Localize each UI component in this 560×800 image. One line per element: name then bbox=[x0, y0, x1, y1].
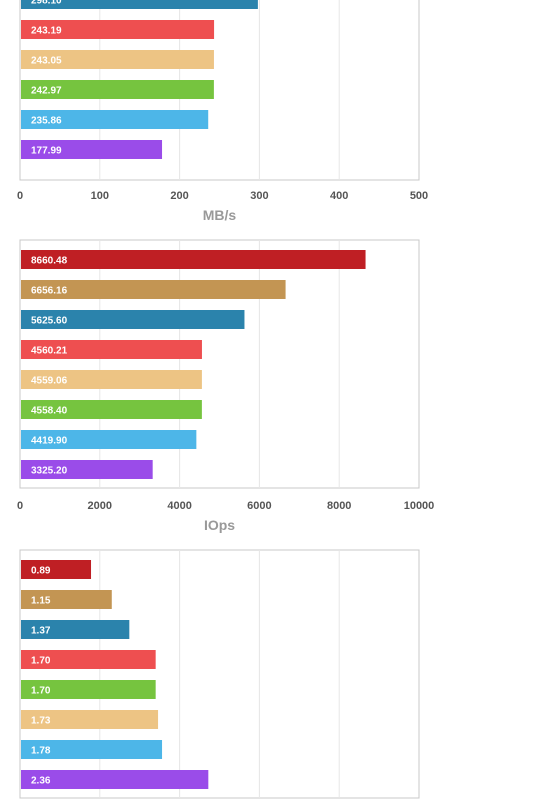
bar bbox=[21, 590, 112, 609]
bar bbox=[21, 20, 215, 39]
bar bbox=[21, 310, 245, 329]
bar-value-label: 3325.20 bbox=[31, 466, 68, 477]
bar-value-label: 177.99 bbox=[31, 146, 62, 157]
bar-value-label: 1.15 bbox=[31, 596, 51, 607]
x-tick-label: 400 bbox=[330, 190, 348, 202]
bar bbox=[21, 710, 159, 729]
bar bbox=[21, 430, 197, 449]
throughput-chart: 298.10 243.19 243.05 242.97 235.86 177.99 0 100… bbox=[17, 0, 428, 223]
bar-value-label: 1.70 bbox=[31, 686, 51, 697]
bar bbox=[21, 560, 92, 579]
bar-value-label: 243.05 bbox=[31, 56, 62, 67]
bar bbox=[21, 400, 202, 419]
bar-value-label: 0.89 bbox=[31, 566, 51, 577]
bar-value-label: 4558.40 bbox=[31, 406, 68, 417]
bar-value-label: 8660.48 bbox=[31, 256, 68, 267]
bar-value-label: 1.73 bbox=[31, 716, 51, 727]
bar-value-label: 298.10 bbox=[31, 0, 62, 7]
bar bbox=[21, 140, 163, 159]
bar bbox=[21, 80, 214, 99]
plot-frame bbox=[19, 549, 420, 799]
x-tick-label: 200 bbox=[170, 190, 188, 202]
bar-value-label: 1.37 bbox=[31, 626, 51, 637]
bar-value-label: 4560.21 bbox=[31, 346, 68, 357]
bar bbox=[21, 680, 156, 699]
latency-chart: 0.89 1.15 1.37 1.70 1.70 1.73 1.78 2.36 bbox=[19, 549, 420, 799]
bar-value-label: 242.97 bbox=[31, 86, 62, 97]
bar-value-label: 1.78 bbox=[31, 746, 51, 757]
x-tick-label: 0 bbox=[17, 190, 23, 202]
bar bbox=[21, 250, 366, 269]
x-tick-label: 4000 bbox=[167, 500, 191, 512]
bar bbox=[21, 50, 214, 69]
x-tick-label: 6000 bbox=[247, 500, 271, 512]
x-axis-label: IOps bbox=[204, 517, 235, 533]
bar-value-label: 5625.60 bbox=[31, 316, 68, 327]
bar-value-label: 6656.16 bbox=[31, 286, 68, 297]
x-tick-label: 100 bbox=[91, 190, 109, 202]
bar bbox=[21, 650, 156, 669]
x-tick-label: 0 bbox=[17, 500, 23, 512]
x-tick-label: 2000 bbox=[88, 500, 112, 512]
plot-frame bbox=[19, 239, 420, 489]
bar bbox=[21, 740, 163, 759]
bar-value-label: 243.19 bbox=[31, 26, 62, 37]
x-axis-label: MB/s bbox=[203, 207, 237, 223]
x-tick-label: 8000 bbox=[327, 500, 351, 512]
iops-chart: 8660.48 6656.16 5625.60 4560.21 4559.06 4558.… bbox=[17, 239, 435, 533]
bar bbox=[21, 620, 130, 639]
bar bbox=[21, 0, 258, 9]
bar-value-label: 235.86 bbox=[31, 116, 62, 127]
bar bbox=[21, 110, 209, 129]
bar-value-label: 1.70 bbox=[31, 656, 51, 667]
bar-value-label: 2.36 bbox=[31, 776, 51, 787]
bar-value-label: 4559.06 bbox=[31, 376, 68, 387]
bar bbox=[21, 460, 153, 479]
x-tick-label: 300 bbox=[250, 190, 268, 202]
bar bbox=[21, 340, 202, 359]
x-tick-label: 10000 bbox=[404, 500, 435, 512]
x-tick-label: 500 bbox=[410, 190, 428, 202]
bar bbox=[21, 280, 286, 299]
bar bbox=[21, 370, 202, 389]
bar bbox=[21, 770, 209, 789]
bar-value-label: 4419.90 bbox=[31, 436, 68, 447]
